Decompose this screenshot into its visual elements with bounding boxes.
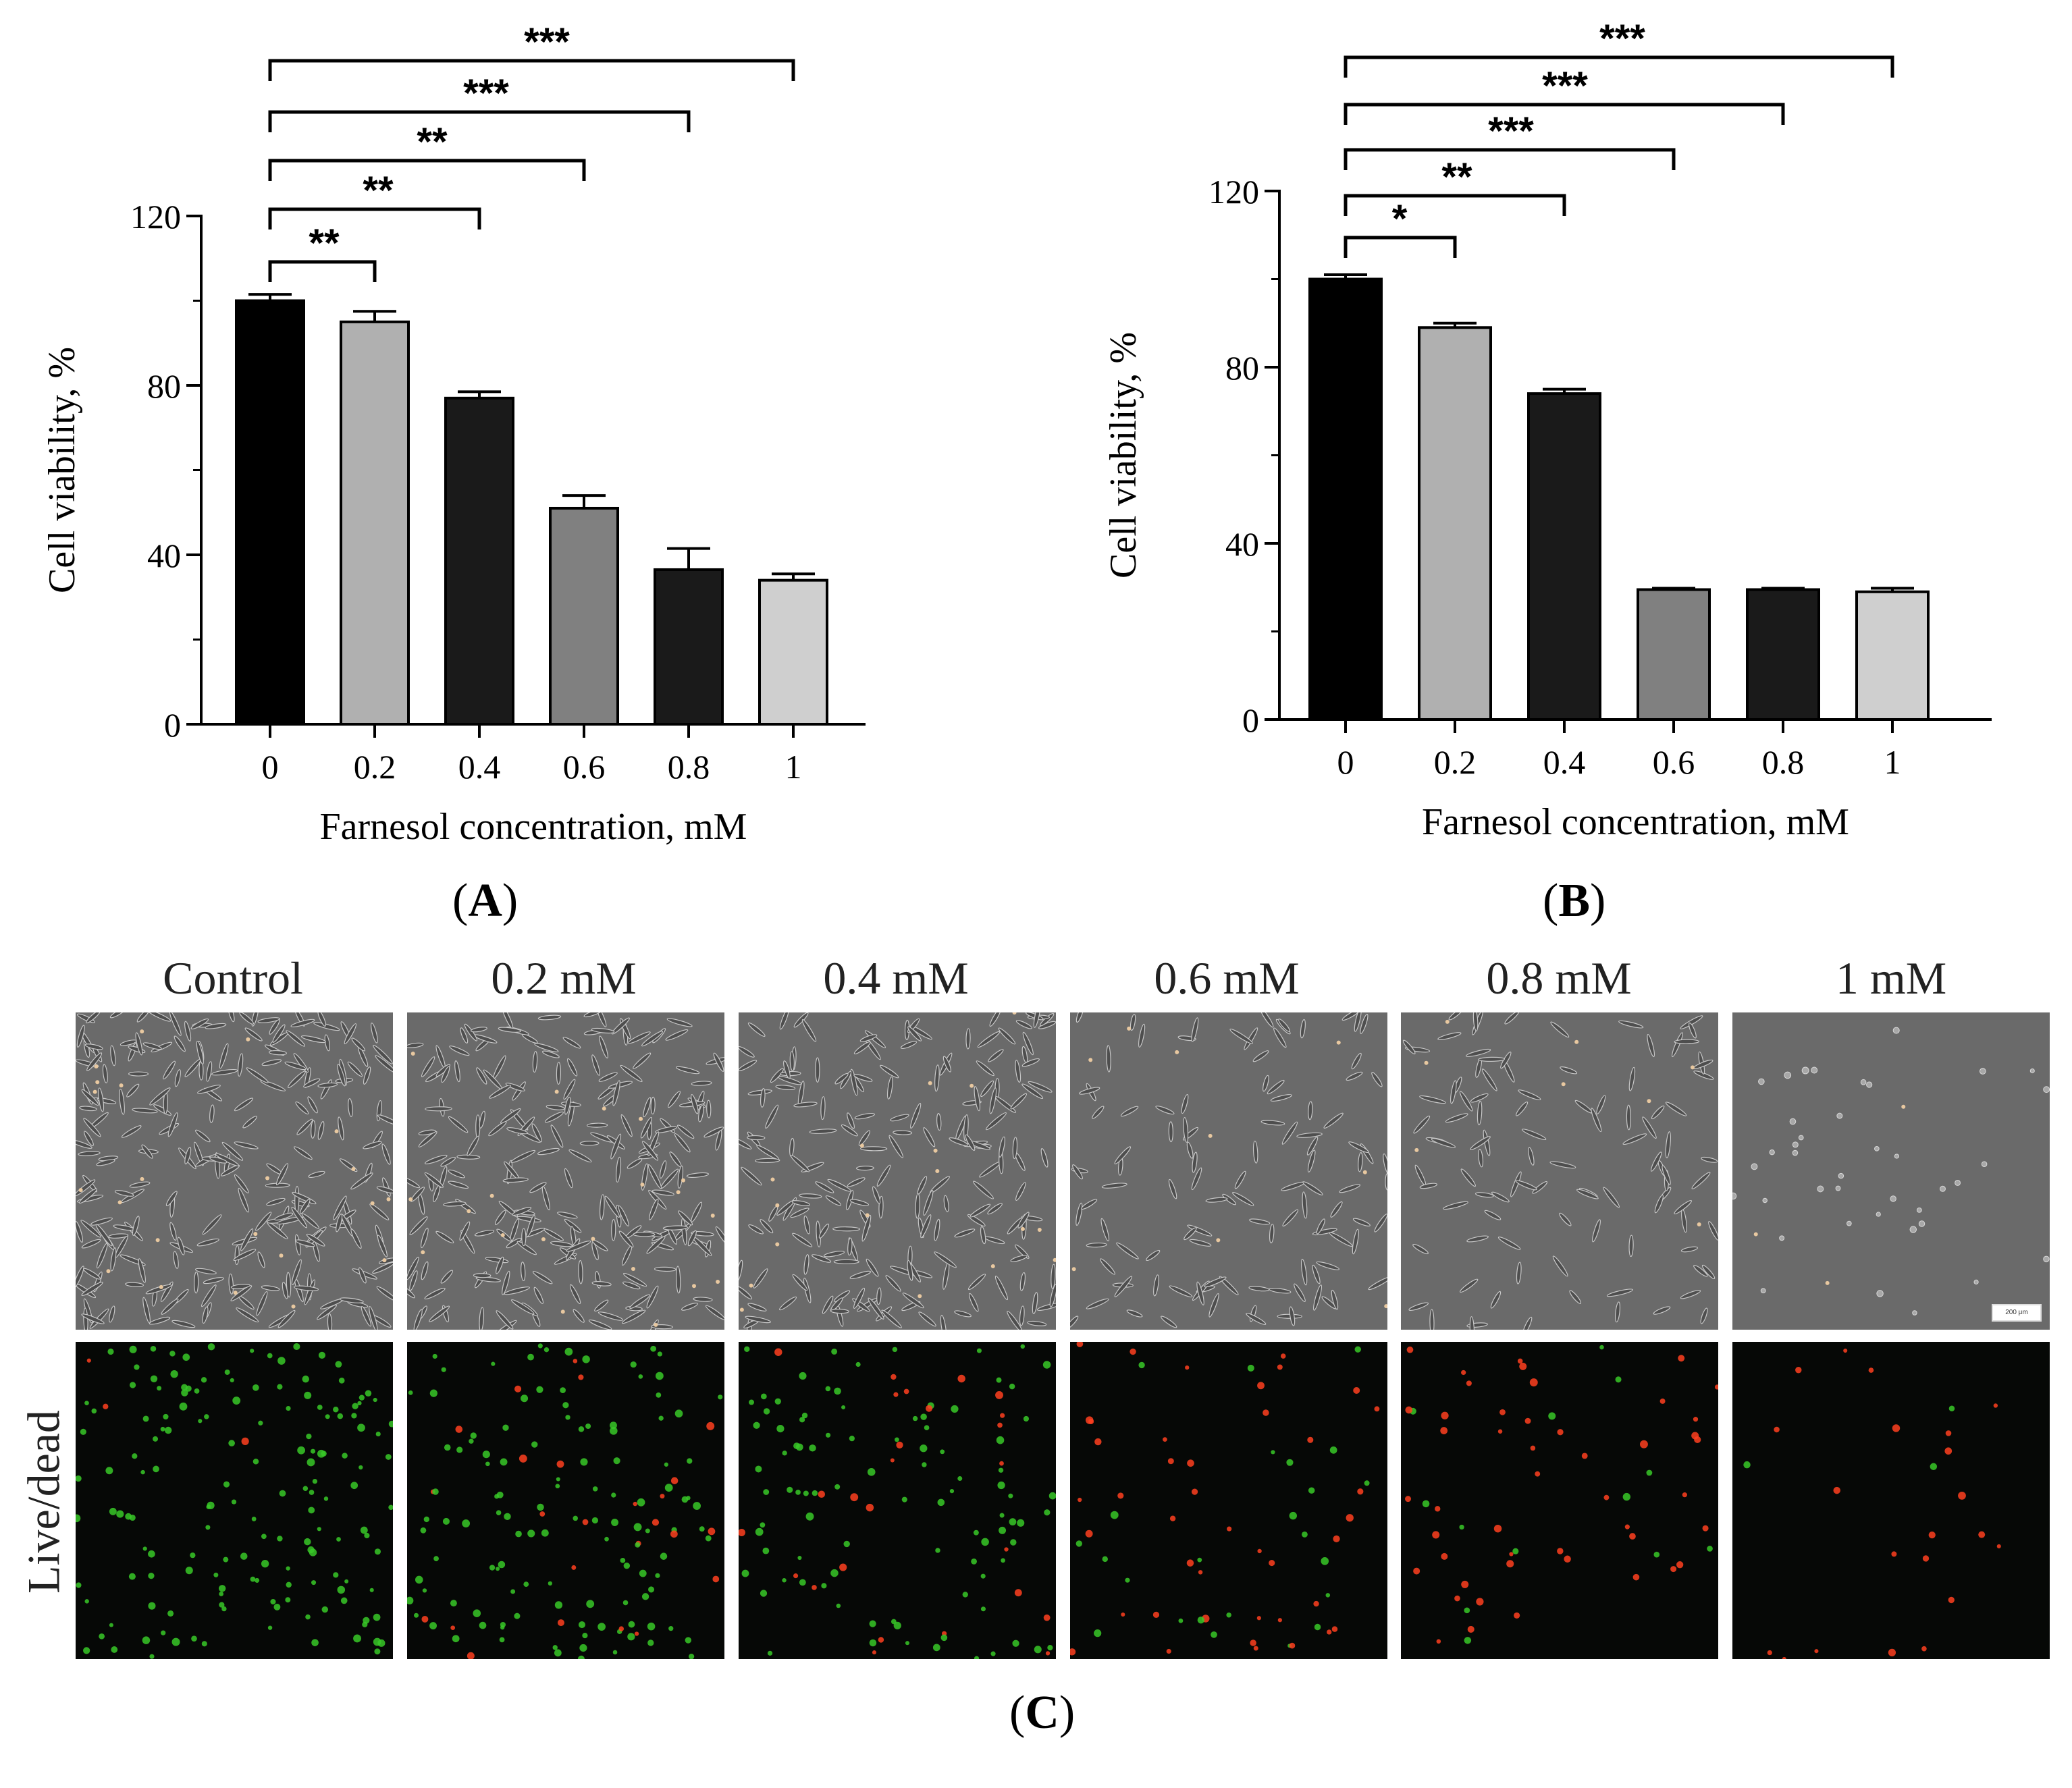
x-axis-label: Farnesol concentration, mM [1422,801,1849,843]
bar [444,396,514,726]
significance-bracket [1344,194,1566,216]
y-axis-label: Cell viability, % [1103,332,1144,578]
x-tick-label: 0.6 [1653,743,1695,781]
significance-label: ** [363,169,394,213]
bar [1527,392,1601,722]
panel-label-c: (C) [1009,1687,1075,1739]
bar [340,320,410,726]
significance-label: ** [417,120,448,164]
y-tick-label: 120 [130,198,181,236]
y-tick-label: 0 [164,706,181,744]
bar [758,578,828,726]
significance-label: *** [524,20,570,64]
significance-label: * [1392,197,1408,241]
phase-contrast-image: 200 μm [1732,1012,2050,1330]
x-tick-label: 0.8 [1762,743,1805,781]
bar [235,299,305,726]
bar [1418,326,1492,721]
phase-contrast-image [407,1012,724,1330]
column-title-1: 1 mM [1835,952,1947,1004]
live-dead-image [407,1342,724,1659]
significance-bracket [268,260,377,282]
row-label-live-dead: Live/dead [18,1410,70,1594]
significance-label: *** [1488,109,1534,153]
phase-contrast-image [1070,1012,1387,1330]
column-title-0-6: 0.6 mM [1154,952,1300,1004]
live-dead-image [76,1342,393,1659]
y-tick-label: 0 [1242,701,1259,739]
bar [1855,590,1930,722]
y-tick-label: 40 [1225,525,1259,563]
significance-bracket [1344,236,1457,258]
y-tick-label: 80 [1225,349,1259,387]
significance-label: *** [463,72,509,115]
x-tick-label: 0.8 [668,748,710,786]
y-tick-label: 80 [147,367,181,405]
x-tick-label: 0.4 [1543,743,1586,781]
x-tick-label: 0.6 [563,748,606,786]
x-tick-label: 0.2 [354,748,396,786]
live-dead-image [739,1342,1056,1659]
y-axis-label: Cell viability, % [41,347,83,593]
y-tick-label: 40 [147,537,181,574]
row-label-container: Live/dead [3,1343,84,1660]
x-tick-label: 0.4 [458,748,501,786]
x-tick-label: 0.2 [1434,743,1477,781]
significance-bracket [268,59,795,81]
phase-contrast-image [739,1012,1056,1330]
significance-label: ** [309,221,340,265]
bar [1746,588,1820,722]
column-title-0-8: 0.8 mM [1486,952,1632,1004]
bar [1308,277,1383,721]
significance-bracket [268,207,481,229]
column-title-control: Control [163,952,303,1004]
significance-label: *** [1599,17,1645,61]
chart-a: 0 40 80 120 0 0.2 0.4 0.6 0.8 1 Farnesol concentra… [41,20,866,848]
x-tick-label: 0 [1337,743,1354,781]
panel-label-a: (A) [452,875,519,927]
column-title-0-4: 0.4 mM [823,952,969,1004]
x-tick-label: 0 [262,748,279,786]
live-dead-image [1070,1342,1387,1659]
panel-label-b: (B) [1543,875,1606,927]
y-tick-label: 120 [1208,173,1259,211]
bar [549,506,619,726]
significance-bracket [268,159,586,181]
bar [654,568,724,726]
scale-bar: 200 μm [1992,1304,2042,1322]
significance-bracket [1344,148,1676,170]
chart-b: 0 40 80 120 0 0.2 0.4 0.6 0.8 1 Farnesol concentra… [1103,17,1992,843]
phase-contrast-image [1401,1012,1718,1330]
significance-bracket [1344,103,1785,125]
significance-label: ** [1441,155,1472,199]
bar [1637,588,1711,722]
significance-bracket [268,110,691,132]
x-tick-label: 1 [785,748,802,786]
phase-contrast-image [76,1012,393,1330]
x-axis-label: Farnesol concentration, mM [320,806,747,848]
significance-bracket [1344,55,1894,78]
x-tick-label: 1 [1884,743,1901,781]
column-title-0-2: 0.2 mM [491,952,637,1004]
significance-label: *** [1542,64,1588,108]
live-dead-image [1401,1342,1718,1659]
live-dead-image [1732,1342,2050,1659]
